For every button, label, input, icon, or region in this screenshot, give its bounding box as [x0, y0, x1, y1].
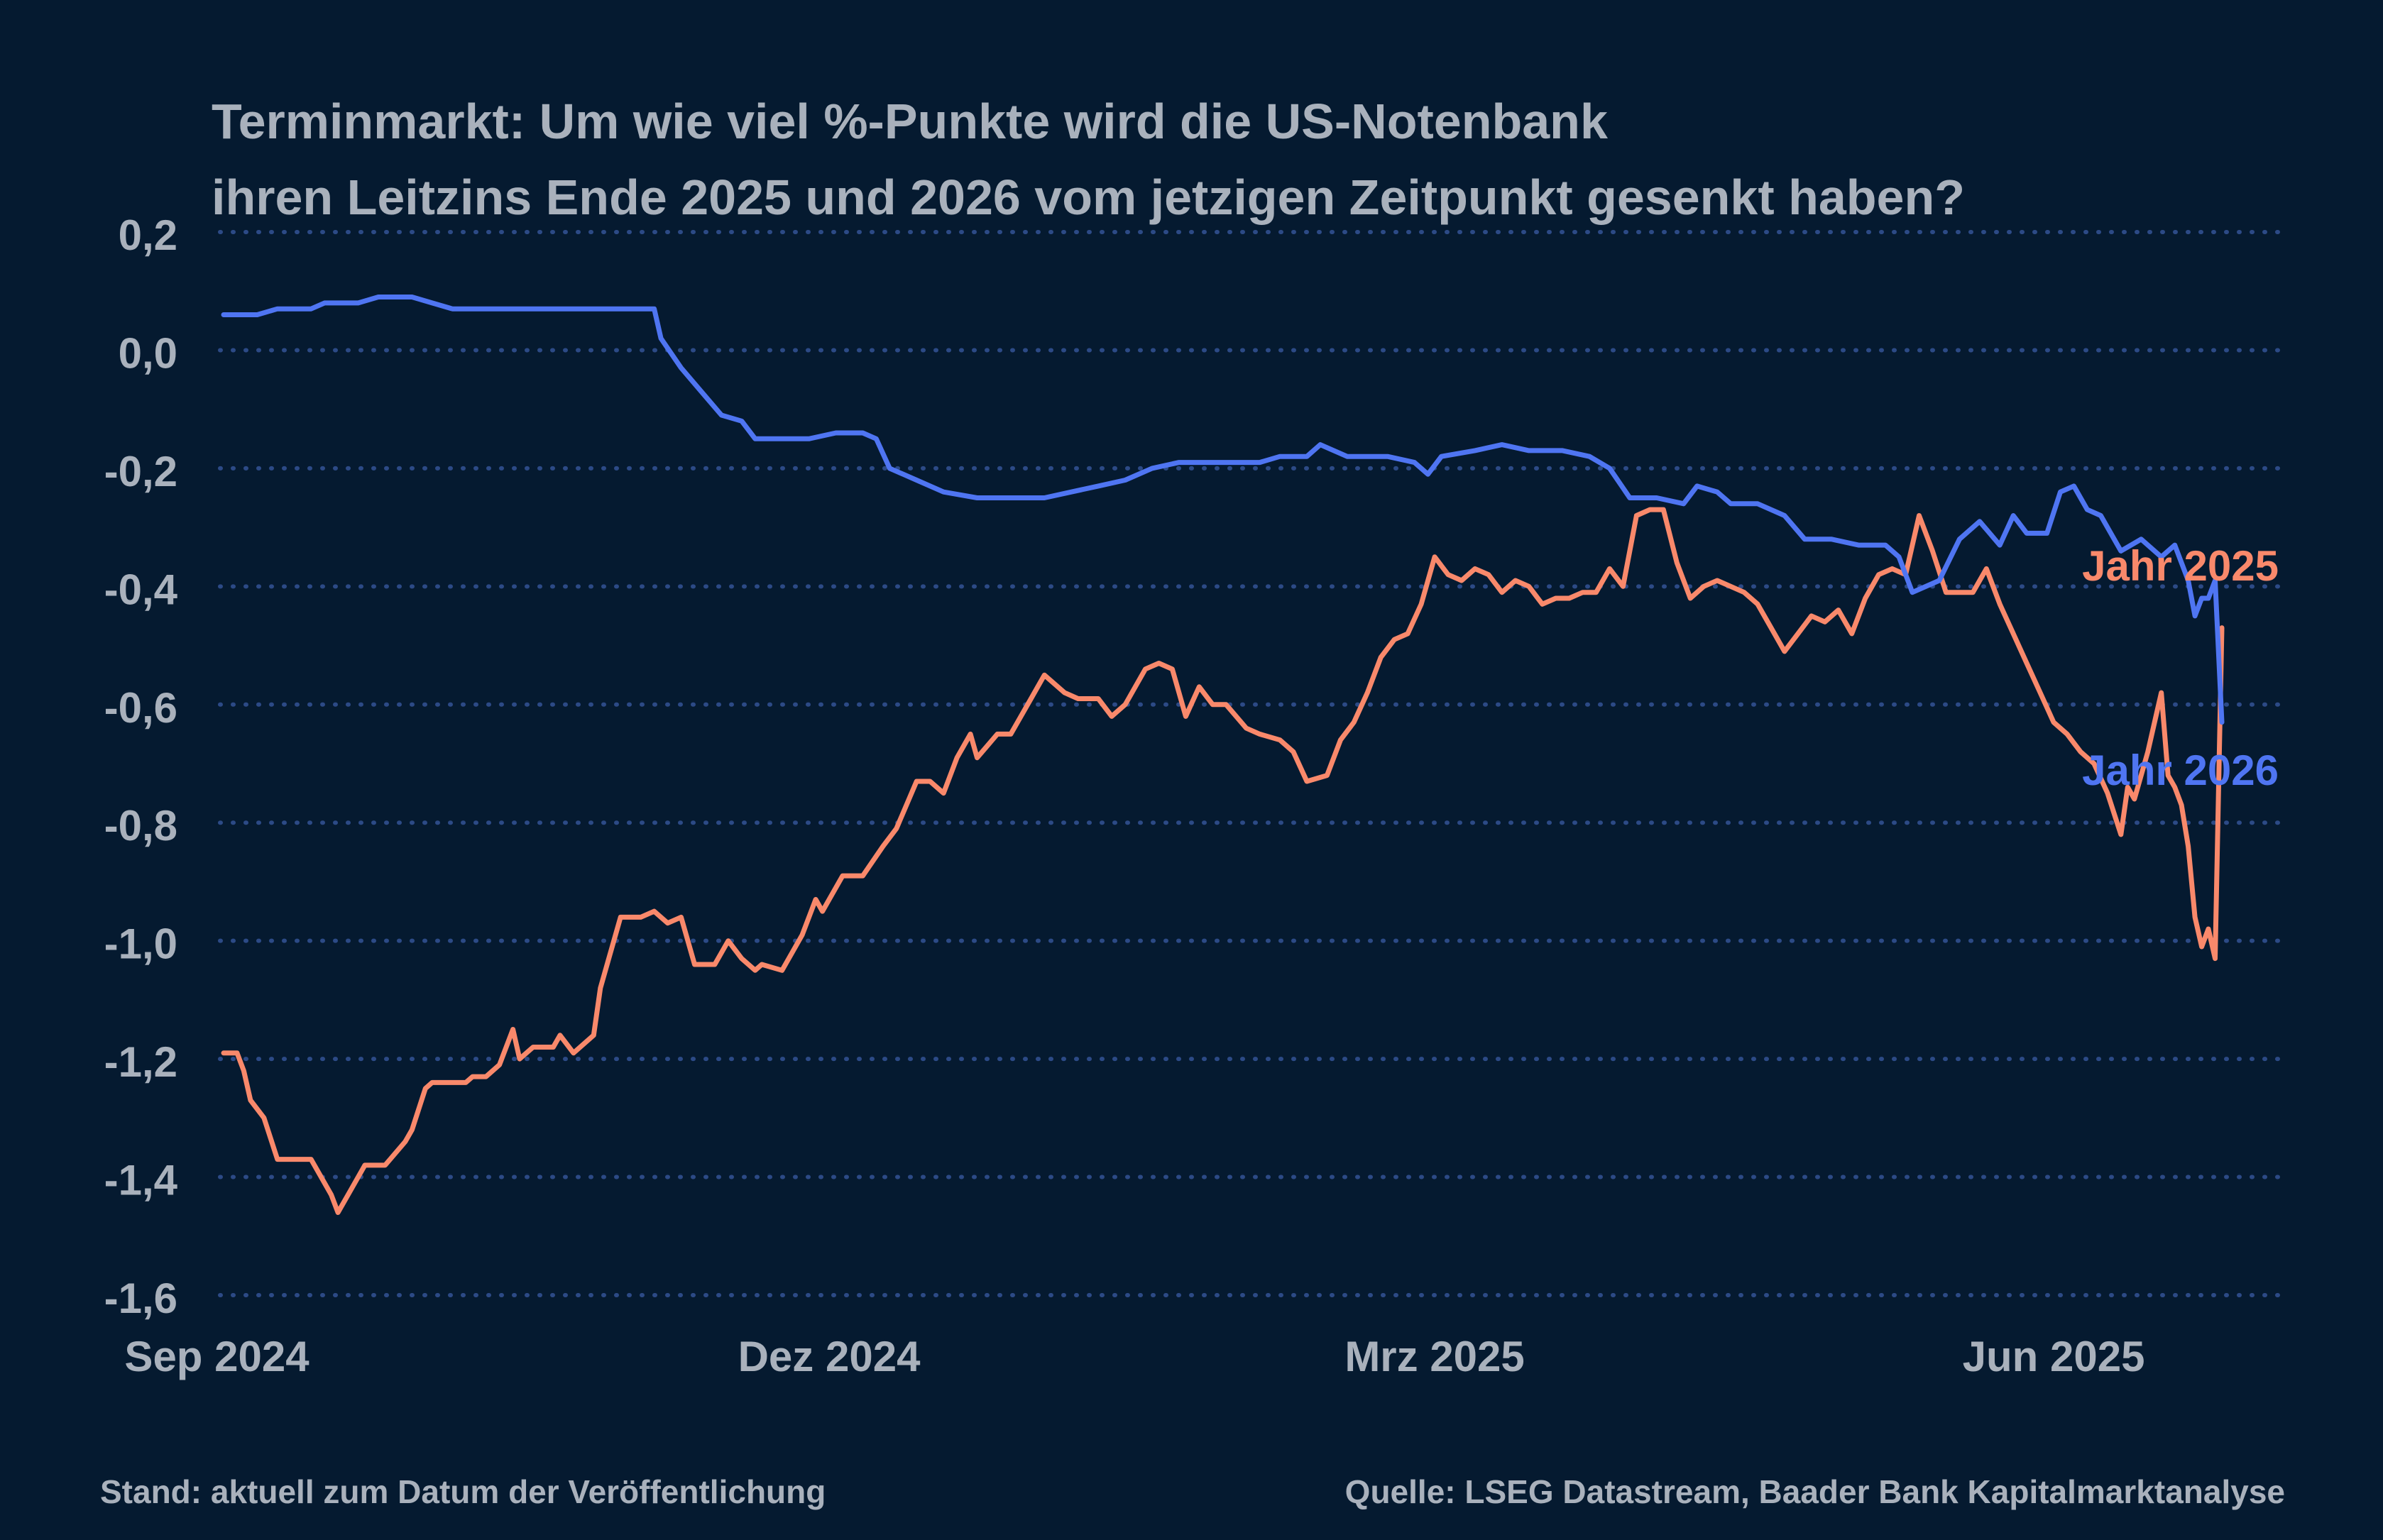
- y-axis: 0,2 0,0 -0,2 -0,4 -0,6 -0,8 -1,0 -1,2 -1,4 -1,6: [104, 211, 178, 1322]
- footer-source: Quelle: LSEG Datastream, Baader Bank Kap…: [1344, 1473, 2285, 1510]
- y-tick-label: -0,6: [104, 684, 177, 732]
- y-tick-label: -1,6: [104, 1275, 177, 1322]
- chart-title-line-1: Terminmarkt: Um wie viel %-Punkte wird d…: [212, 94, 1608, 149]
- y-tick-label: -0,8: [104, 802, 177, 849]
- series-line-jahr-2026: [221, 295, 2225, 725]
- y-tick-label: -0,4: [104, 566, 178, 613]
- footer-note: Stand: aktuell zum Datum der Veröffentli…: [100, 1473, 826, 1510]
- y-tick-label: -1,4: [104, 1157, 178, 1204]
- x-axis: Sep 2024 Dez 2024 Mrz 2025 Jun 2025: [124, 1333, 2144, 1380]
- y-tick-label: -1,0: [104, 920, 177, 968]
- series-line-jahr-2025: [221, 507, 2225, 1215]
- series-lines: [221, 295, 2225, 1215]
- x-tick-label: Sep 2024: [124, 1333, 309, 1380]
- x-tick-label: Mrz 2025: [1344, 1333, 1524, 1380]
- series-labels: Jahr 2025 Jahr 2026: [2082, 542, 2279, 794]
- y-tick-label: -1,2: [104, 1038, 177, 1086]
- series-label: Jahr 2026: [2082, 747, 2279, 794]
- x-tick-label: Jun 2025: [1963, 1333, 2145, 1380]
- chart-title: Terminmarkt: Um wie viel %-Punkte wird d…: [212, 84, 1965, 236]
- chart-title-line-2: ihren Leitzins Ende 2025 und 2026 vom je…: [212, 170, 1965, 225]
- y-tick-label: -0,2: [104, 448, 177, 495]
- y-tick-label: 0,0: [119, 329, 177, 377]
- x-tick-label: Dez 2024: [738, 1333, 921, 1380]
- series-label: Jahr 2025: [2082, 542, 2279, 590]
- y-tick-label: 0,2: [119, 211, 177, 259]
- grid-lines: [218, 230, 2291, 1297]
